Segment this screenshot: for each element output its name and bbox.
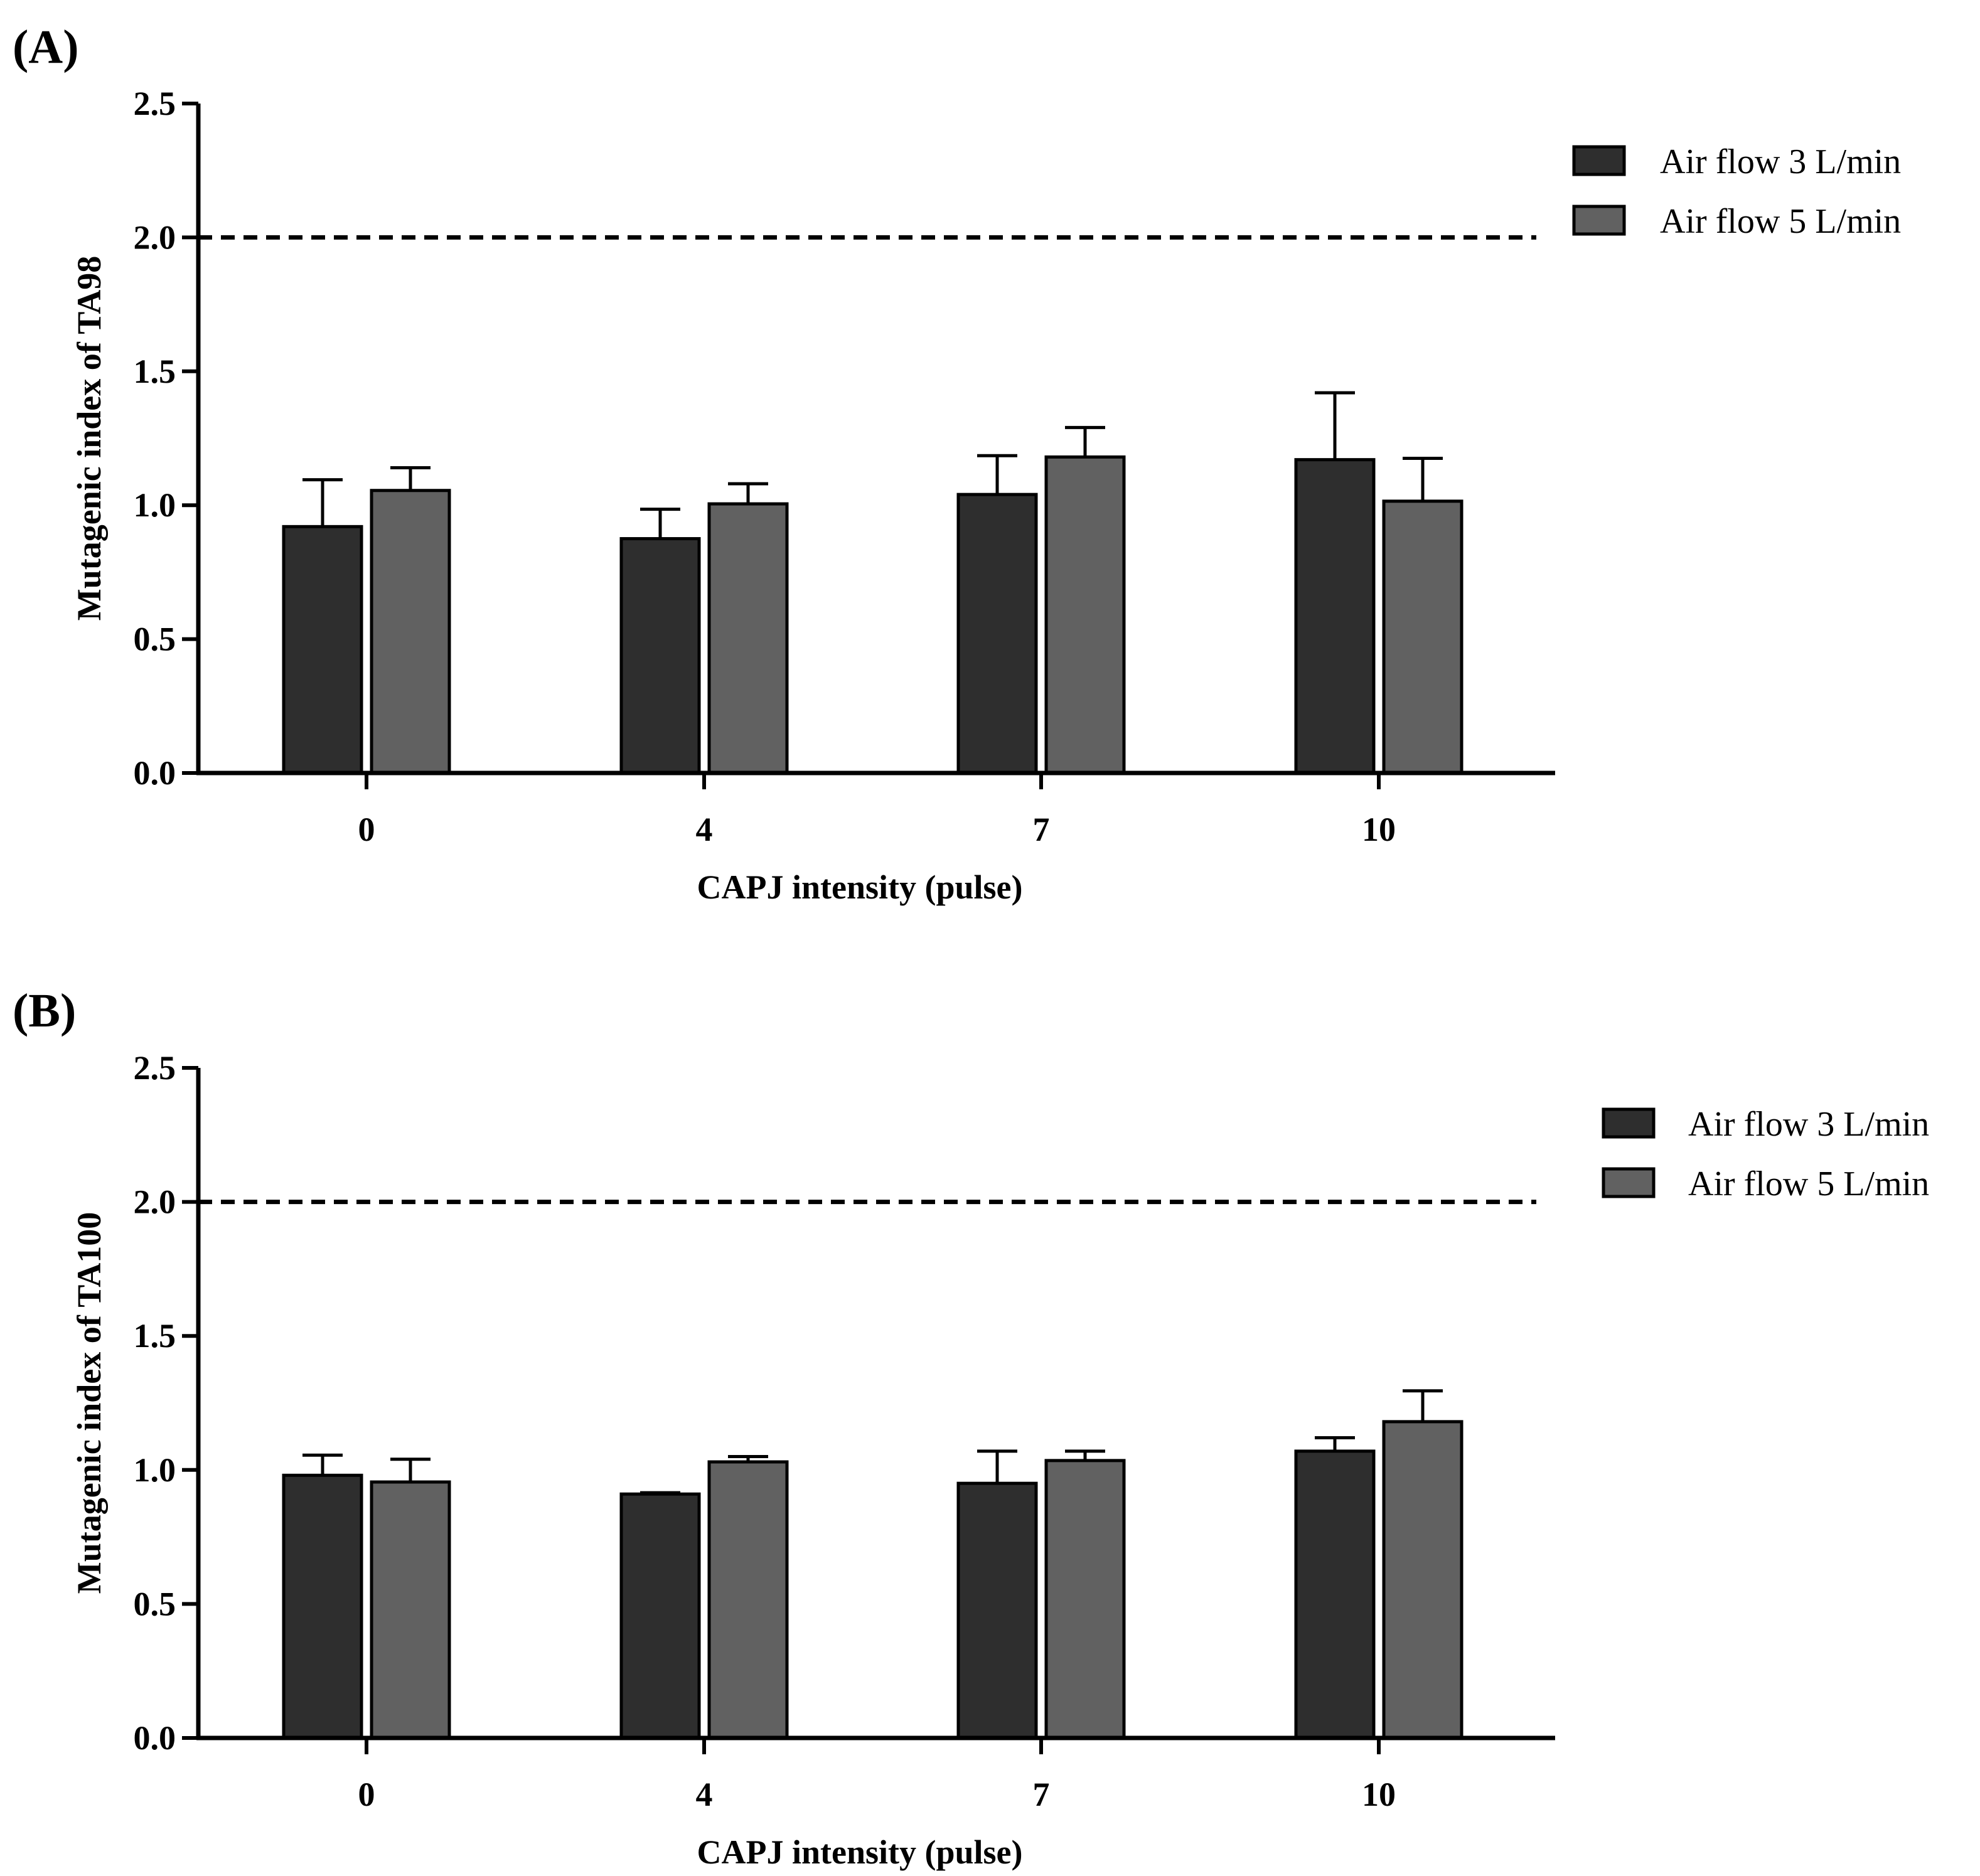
bar	[619, 537, 701, 775]
bar	[1294, 1449, 1376, 1740]
panel-label: (B)	[13, 984, 76, 1037]
x-tick-label: 4	[696, 1776, 713, 1813]
legend-label: Air flow 3 L/min	[1688, 1105, 1929, 1144]
panel-label: (A)	[13, 21, 79, 73]
x-tick-label: 10	[1362, 811, 1396, 848]
y-axis-title: Mutagenic index of TA100	[70, 1212, 108, 1594]
y-tick-label: 2.5	[134, 85, 176, 122]
x-tick-label: 7	[1033, 1776, 1050, 1813]
bar	[619, 1492, 701, 1740]
y-tick-label: 0.0	[134, 754, 176, 792]
y-tick-label: 1.0	[134, 1451, 176, 1489]
legend-label: Air flow 5 L/min	[1660, 202, 1901, 241]
x-tick-label: 0	[358, 811, 375, 848]
y-tick-label: 0.0	[134, 1719, 176, 1757]
y-tick-label: 2.5	[134, 1049, 176, 1087]
x-tick-label: 0	[358, 1776, 375, 1813]
y-tick-label: 2.0	[134, 218, 176, 256]
bar	[1044, 1459, 1126, 1740]
x-axis-title: CAPJ intensity (pulse)	[697, 1833, 1022, 1871]
y-tick-label: 0.5	[134, 1585, 176, 1623]
bar	[1382, 499, 1464, 775]
legend-label: Air flow 5 L/min	[1688, 1165, 1929, 1203]
y-tick-label: 2.0	[134, 1183, 176, 1221]
legend-swatch	[1572, 205, 1626, 236]
y-tick-label: 0.5	[134, 621, 176, 658]
bar	[956, 1481, 1038, 1740]
y-axis-title: Mutagenic index of TA98	[70, 256, 108, 621]
bar	[707, 1460, 789, 1740]
bar	[282, 1473, 363, 1740]
bar	[370, 489, 451, 775]
bar	[1044, 455, 1126, 775]
bar	[370, 1480, 451, 1740]
y-tick-label: 1.5	[134, 1317, 176, 1355]
legend-label: Air flow 3 L/min	[1660, 142, 1901, 181]
y-tick-label: 1.0	[134, 486, 176, 524]
bar	[707, 502, 789, 775]
bar	[1294, 458, 1376, 775]
x-tick-label: 4	[696, 811, 713, 848]
x-tick-label: 10	[1362, 1776, 1396, 1813]
legend-swatch	[1602, 1167, 1656, 1198]
legend-swatch	[1602, 1107, 1656, 1139]
x-axis-title: CAPJ intensity (pulse)	[697, 868, 1022, 906]
x-tick-label: 7	[1033, 811, 1050, 848]
y-tick-label: 1.5	[134, 353, 176, 390]
panel-a: (A) 0.0 0.5 1.0 1.5 2.0 2.5 0 4 7 10 CAPJ intensity…	[13, 21, 1901, 906]
panel-b: (B) 0.0 0.5 1.0 1.5 2.0 2.5 0 4 7 10 CAPJ intensity…	[13, 984, 1929, 1871]
legend-swatch	[1572, 145, 1626, 176]
bar	[282, 525, 363, 775]
bar	[956, 493, 1038, 775]
bar	[1382, 1420, 1464, 1740]
